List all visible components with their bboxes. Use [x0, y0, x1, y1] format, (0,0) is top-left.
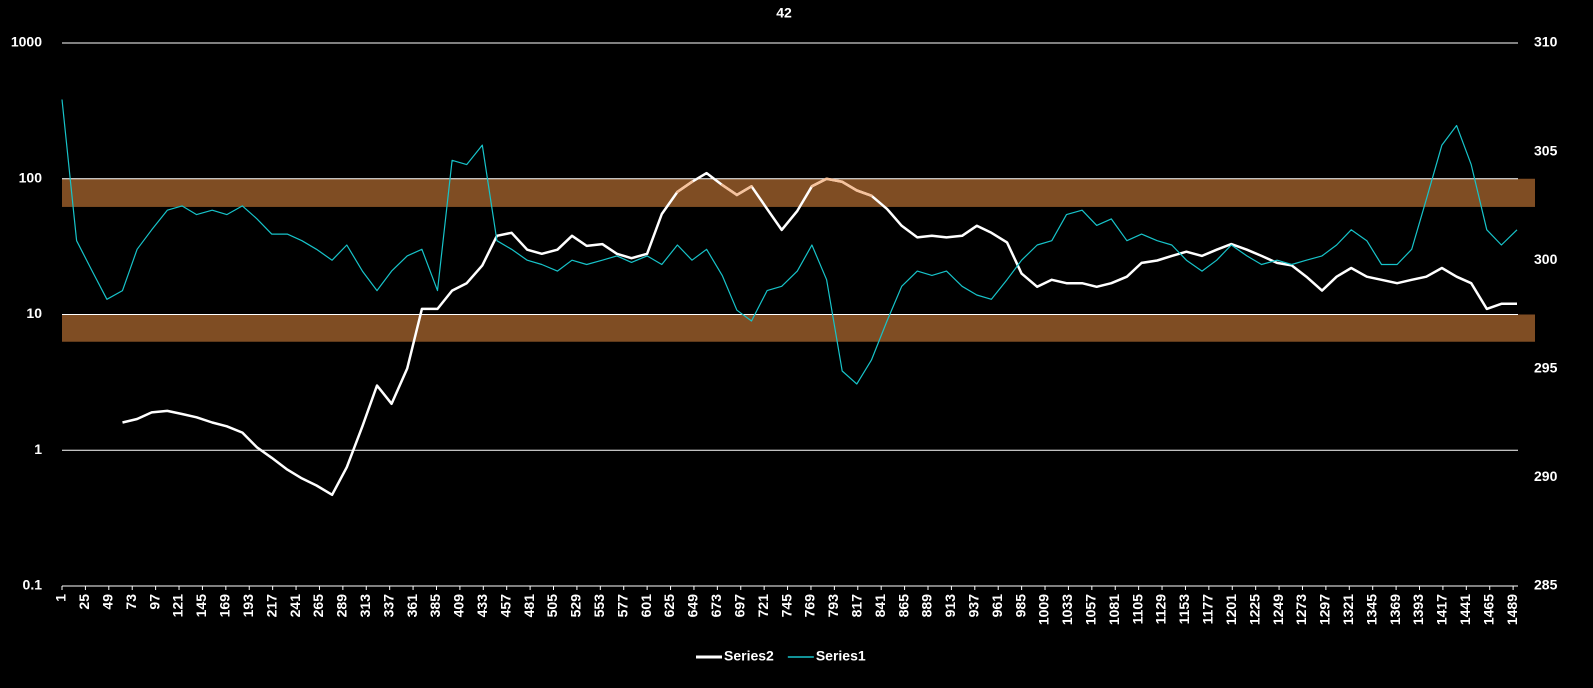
- x-tick-label: 1417: [1434, 594, 1450, 625]
- band-highlight: [720, 183, 739, 197]
- x-tick-label: 913: [942, 594, 958, 618]
- x-tick-label: 1129: [1153, 594, 1169, 625]
- x-tick-label: 505: [544, 594, 560, 618]
- x-tick-label: 433: [474, 594, 490, 618]
- x-tick-label: 1153: [1176, 594, 1192, 625]
- y-tick-label: 10: [26, 305, 42, 321]
- series-line: [61, 99, 1518, 385]
- band-highlight: [676, 180, 694, 194]
- x-tick-label: 73: [123, 594, 139, 610]
- x-tick-label: 1321: [1340, 594, 1356, 625]
- x-tick-label: 673: [708, 594, 724, 618]
- band: [62, 314, 1535, 342]
- x-tick-label: 553: [591, 594, 607, 618]
- x-tick-label: 1225: [1246, 594, 1262, 625]
- x-tick-label: 1273: [1293, 594, 1309, 625]
- x-tick-label: 1009: [1036, 594, 1052, 625]
- chart-title: 42: [776, 5, 792, 21]
- band: [62, 178, 1535, 207]
- y2-tick-label: 305: [1534, 142, 1558, 158]
- x-tick-label: 889: [919, 594, 935, 618]
- y-tick-label: 0.1: [23, 577, 43, 593]
- y2-tick-label: 295: [1534, 360, 1558, 376]
- x-tick-label: 169: [217, 594, 233, 618]
- x-tick-label: 337: [380, 594, 396, 618]
- y2-tick-label: 285: [1534, 577, 1558, 593]
- y2-tick-label: 290: [1534, 468, 1558, 484]
- legend-label: Series2: [724, 648, 774, 664]
- x-tick-label: 361: [404, 594, 420, 618]
- x-tick-label: 769: [802, 594, 818, 618]
- x-tick-label: 1489: [1504, 594, 1520, 625]
- x-tick-label: 1033: [1059, 594, 1075, 625]
- x-tick-label: 265: [310, 594, 326, 618]
- x-tick-label: 649: [685, 594, 701, 618]
- legend-label: Series1: [816, 648, 866, 664]
- x-tick-label: 793: [825, 594, 841, 618]
- y2-tick-label: 300: [1534, 251, 1558, 267]
- x-tick-label: 865: [895, 594, 911, 618]
- x-tick-label: 1057: [1083, 594, 1099, 625]
- x-tick-label: 1: [53, 594, 69, 602]
- x-tick-label: 145: [193, 594, 209, 618]
- band-highlight: [855, 189, 873, 197]
- x-tick-label: 217: [263, 594, 279, 618]
- x-tick-label: 697: [731, 594, 747, 618]
- x-tick-label: 409: [451, 594, 467, 618]
- x-tick-label: 1369: [1387, 594, 1403, 625]
- x-tick-label: 1441: [1457, 594, 1473, 625]
- band-highlight: [810, 177, 828, 188]
- x-tick-label: 1393: [1410, 594, 1426, 625]
- x-tick-label: 241: [287, 594, 303, 618]
- x-tick-label: 937: [966, 594, 982, 618]
- x-tick-label: 313: [357, 594, 373, 618]
- x-tick-label: 985: [1012, 594, 1028, 618]
- x-tick-label: 601: [638, 594, 654, 618]
- x-tick-label: 625: [661, 594, 677, 618]
- x-tick-label: 1081: [1106, 594, 1122, 625]
- x-tick-label: 1297: [1317, 594, 1333, 625]
- x-tick-label: 577: [614, 594, 630, 618]
- band-highlight: [840, 180, 859, 192]
- x-tick-label: 961: [989, 594, 1005, 618]
- x-tick-label: 289: [334, 594, 350, 618]
- x-tick-label: 1177: [1200, 594, 1216, 625]
- y-tick-label: 1000: [11, 34, 42, 50]
- x-tick-label: 193: [240, 594, 256, 618]
- y2-tick-label: 310: [1534, 34, 1558, 50]
- x-tick-label: 121: [170, 594, 186, 618]
- y-tick-label: 100: [19, 169, 43, 185]
- x-tick-label: 721: [755, 594, 771, 618]
- x-tick-label: 745: [778, 594, 794, 618]
- x-tick-label: 817: [848, 594, 864, 618]
- x-tick-label: 1345: [1363, 594, 1379, 625]
- band-highlight: [825, 177, 844, 184]
- y-tick-label: 1: [34, 441, 42, 457]
- x-tick-label: 1465: [1480, 594, 1496, 625]
- x-tick-label: 97: [146, 594, 162, 610]
- x-tick-label: 1201: [1223, 594, 1239, 625]
- band-highlight: [735, 185, 753, 197]
- x-tick-label: 481: [521, 594, 537, 618]
- x-tick-label: 25: [76, 594, 92, 610]
- x-tick-label: 457: [497, 594, 513, 618]
- x-tick-label: 49: [100, 594, 116, 610]
- x-tick-label: 385: [427, 594, 443, 618]
- x-tick-label: 841: [872, 594, 888, 618]
- x-tick-label: 1105: [1129, 594, 1145, 625]
- x-tick-label: 1249: [1270, 594, 1286, 625]
- x-tick-label: 529: [568, 594, 584, 618]
